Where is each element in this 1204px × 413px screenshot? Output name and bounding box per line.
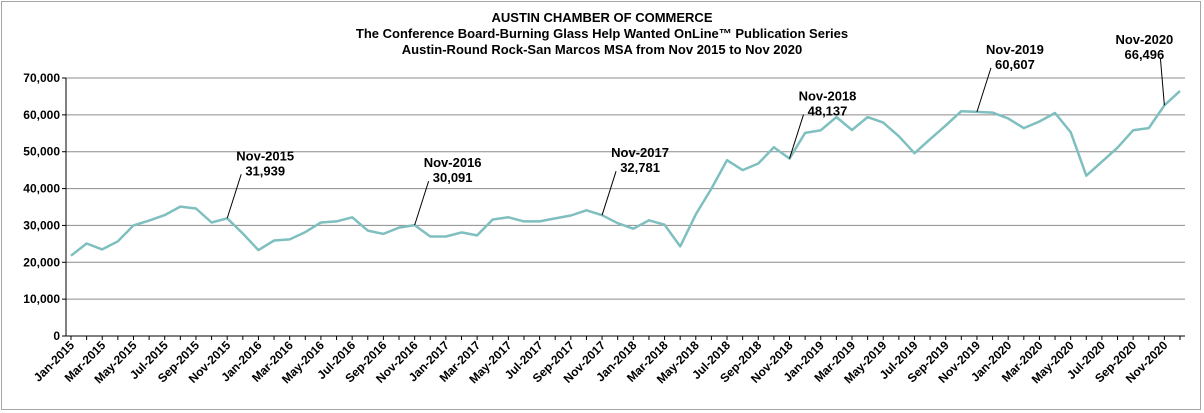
annotation-value: 31,939 <box>245 163 285 178</box>
annotation-label: Nov-2017 <box>611 145 669 160</box>
y-tick-label: 0 <box>53 329 60 343</box>
y-tick-label: 30,000 <box>23 218 60 232</box>
series-line <box>70 89 1181 257</box>
chart-subtitle: The Conference Board-Burning Glass Help … <box>355 26 849 41</box>
y-tick-label: 70,000 <box>23 71 60 85</box>
chart-subtitle-2: Austin-Round Rock-San Marcos MSA from No… <box>401 42 803 57</box>
annotation-label: Nov-2019 <box>986 42 1044 57</box>
chart-titles: AUSTIN CHAMBER OF COMMERCE The Conferenc… <box>0 10 1204 58</box>
annotation-value: 60,607 <box>995 57 1035 72</box>
chart-title: AUSTIN CHAMBER OF COMMERCE <box>491 10 713 25</box>
annotation-value: 66,496 <box>1124 47 1164 62</box>
x-axis: Jan-2015Mar-2015May-2015Jul-2015Sep-2015… <box>31 335 1185 386</box>
annotation-label: Nov-2016 <box>424 155 482 170</box>
annotation-leader <box>976 67 992 113</box>
y-axis: 0 10,000 20,000 30,000 40,000 50,000 60,000 70,… <box>23 71 67 343</box>
annotation-leader <box>789 114 804 159</box>
annotation-leader <box>226 174 242 219</box>
y-tick-label: 60,000 <box>23 108 60 122</box>
annotation-label: Nov-2018 <box>799 89 857 104</box>
y-tick-label: 20,000 <box>23 255 60 269</box>
annotation-leader <box>414 180 430 226</box>
gridlines <box>66 77 1185 337</box>
annotation-value: 30,091 <box>433 170 473 185</box>
annotation-label: Nov-2015 <box>236 148 294 163</box>
y-tick-label: 10,000 <box>23 292 60 306</box>
y-tick-label: 40,000 <box>23 182 60 196</box>
series-line-group <box>70 89 1181 257</box>
annotation-leader <box>601 171 617 216</box>
annotation-leader <box>1159 57 1165 106</box>
annotation-value: 32,781 <box>620 160 660 175</box>
annotation-label: Nov-2020 <box>1115 32 1173 47</box>
annotation-value: 48,137 <box>808 104 848 119</box>
y-tick-label: 50,000 <box>23 145 60 159</box>
